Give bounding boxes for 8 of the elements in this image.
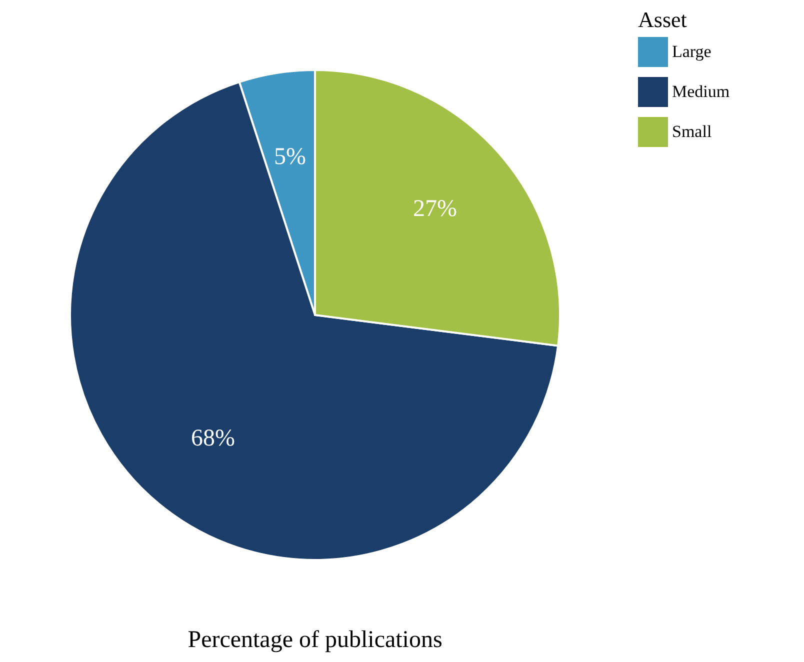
legend-title: Asset — [638, 7, 687, 32]
data-label: 68% — [191, 425, 236, 452]
data-label: 5% — [274, 144, 306, 170]
data-label: 27% — [413, 196, 458, 222]
legend-label: Large — [672, 42, 712, 61]
legend-label: Medium — [672, 82, 730, 101]
legend-label: Small — [672, 122, 712, 141]
text: Percentage of publications — [188, 627, 442, 653]
